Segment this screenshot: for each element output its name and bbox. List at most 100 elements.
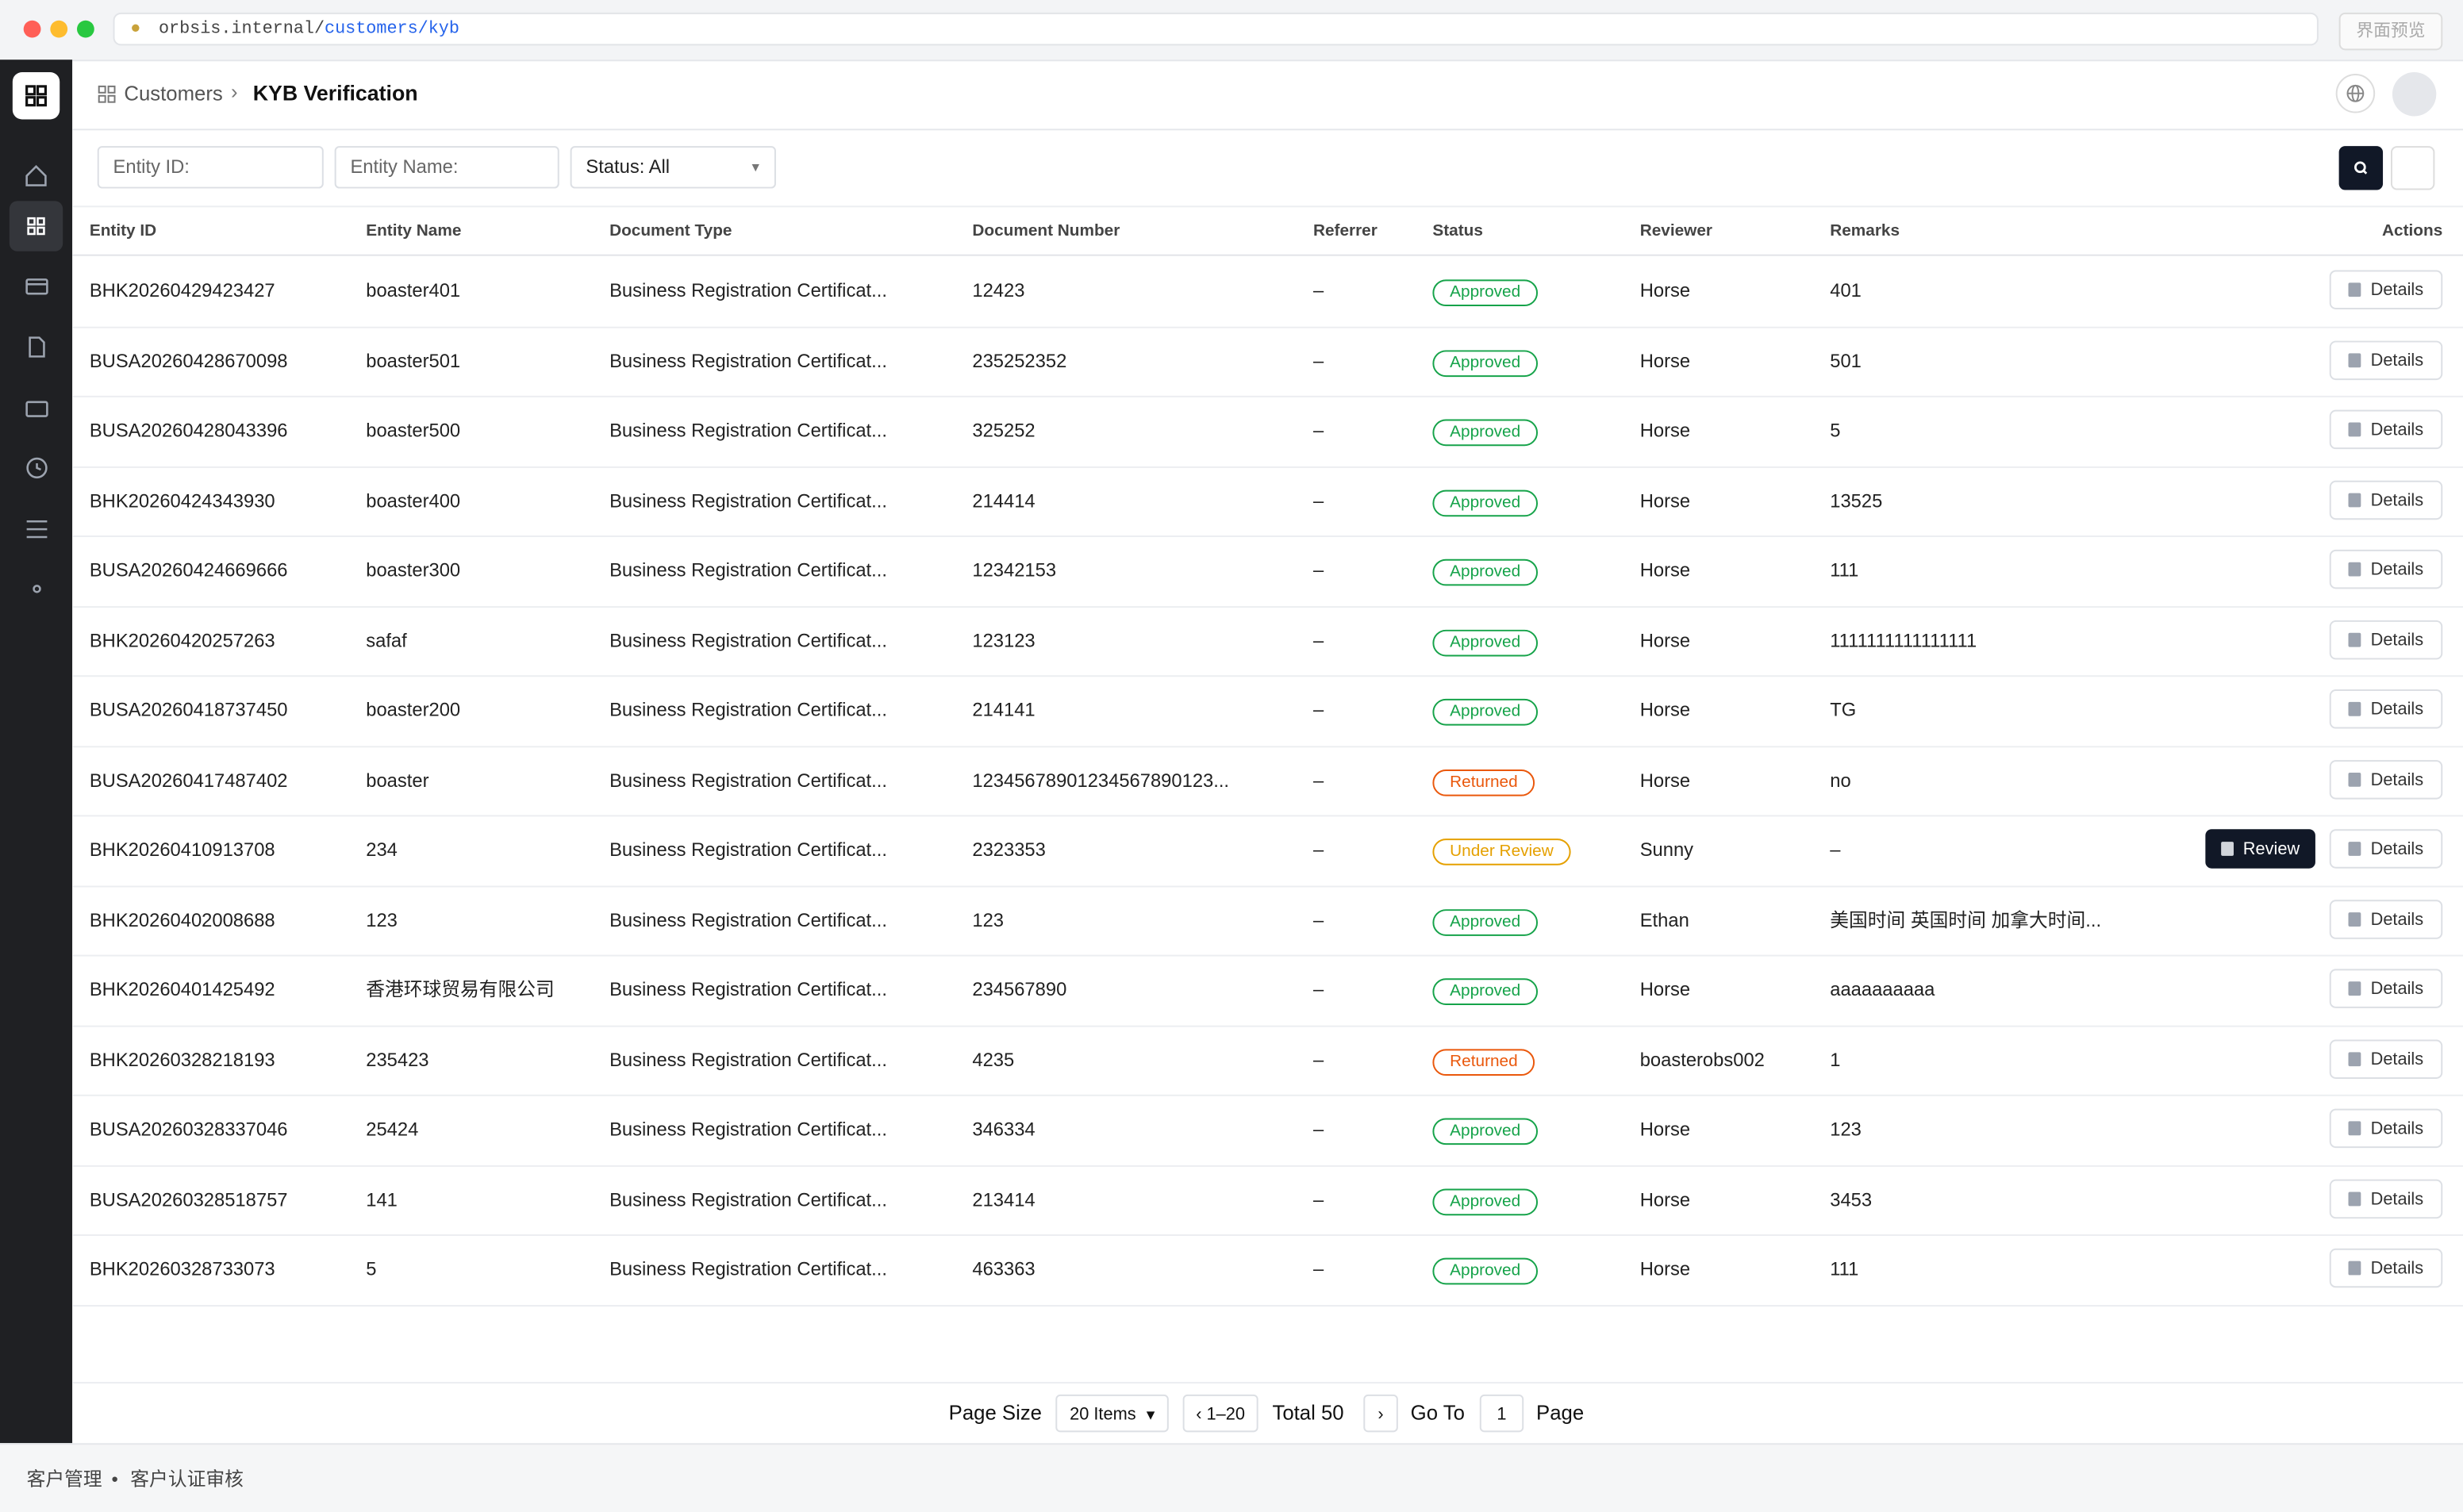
table-row: BUSA20260418737450 boaster200 Business Reg…	[72, 675, 2463, 747]
button-icon	[2348, 562, 2361, 577]
remarks-cell: aaaaaaaaaa	[1830, 978, 1935, 1001]
referrer-cell: –	[1312, 1257, 1324, 1280]
page-size-select[interactable]: 20 Items ▼	[1055, 1394, 1169, 1433]
referrer-cell: –	[1312, 908, 1324, 931]
button-icon	[2348, 282, 2361, 297]
status-badge: Approved	[1432, 558, 1538, 586]
table-row: BUSA20260328518757 141 Business Registrati…	[72, 1165, 2463, 1236]
document-number-cell: 12342153	[972, 558, 1057, 581]
document-number-cell: 123	[972, 908, 1005, 931]
status-cell: Approved	[1432, 675, 1538, 744]
reviewer-cell: Horse	[1639, 349, 1691, 372]
button-label: Details	[2370, 700, 2424, 720]
details-button[interactable]: Details	[2329, 270, 2443, 309]
details-button[interactable]: Details	[2329, 549, 2443, 589]
remarks-cell: –	[1830, 839, 1841, 861]
button-icon	[2348, 352, 2361, 367]
status-select[interactable]: Status: All ▼	[570, 146, 776, 189]
sidebar	[0, 59, 73, 1444]
status-cell: Approved	[1432, 1095, 1538, 1164]
column-header: Referrer	[1312, 221, 1378, 240]
document-type-cell: Business Registration Certificat...	[609, 839, 887, 861]
status-badge: Returned	[1432, 769, 1535, 796]
language-button[interactable]	[2335, 74, 2376, 113]
reset-button[interactable]	[2390, 146, 2435, 190]
document-type-cell: Business Registration Certificat...	[609, 1048, 887, 1071]
details-button[interactable]: Details	[2329, 689, 2443, 729]
button-label: Details	[2370, 1119, 2424, 1139]
details-button[interactable]: Details	[2329, 1248, 2443, 1288]
entity-name-cell: boaster200	[366, 698, 461, 721]
entity-id-input[interactable]: Entity ID:	[97, 146, 324, 189]
total-count: Total 50	[1272, 1400, 1344, 1425]
remarks-cell: 美国时间 英国时间 加拿大时间...	[1830, 908, 2102, 931]
table-row: BUSA20260424669666 boaster300 Business Reg…	[72, 535, 2463, 608]
referrer-cell: –	[1312, 558, 1324, 581]
document-type-cell: Business Registration Certificat...	[609, 908, 887, 931]
preview-button[interactable]: 界面预览	[2338, 12, 2443, 51]
table-row: BHK20260402008688 123 Business Registratio…	[72, 885, 2463, 957]
document-number-cell: 123123	[972, 628, 1036, 651]
breadcrumb-parent[interactable]: Customers	[124, 81, 223, 106]
avatar[interactable]	[2392, 72, 2437, 117]
zoom-dot	[77, 20, 94, 38]
details-button[interactable]: Details	[2329, 969, 2443, 1008]
button-icon	[2221, 842, 2234, 856]
page-range[interactable]: ‹ 1–20	[1182, 1394, 1258, 1433]
next-page[interactable]: ›	[1363, 1394, 1398, 1433]
search-button[interactable]	[2338, 146, 2384, 190]
column-header: Entity ID	[89, 221, 157, 240]
entity-name-cell: boaster500	[366, 419, 461, 442]
entity-name-cell: boaster401	[366, 279, 461, 302]
reviewer-cell: Horse	[1639, 698, 1691, 721]
details-button[interactable]: Details	[2329, 340, 2443, 380]
button-icon	[2348, 1051, 2361, 1066]
button-label: Details	[2370, 490, 2424, 510]
remarks-cell: 1	[1830, 1048, 1841, 1071]
status-cell: Approved	[1432, 605, 1538, 674]
reviewer-cell: Horse	[1639, 628, 1691, 651]
details-button[interactable]: Details	[2329, 479, 2443, 520]
button-label: Details	[2370, 840, 2424, 859]
details-button[interactable]: Details	[2329, 759, 2443, 799]
address-bar[interactable]: ● orbsis.internal/customers/kyb	[113, 12, 2319, 46]
footer-current: 客户认证审核	[130, 1468, 244, 1491]
footer-separator: •	[111, 1468, 118, 1491]
button-label: Details	[2370, 910, 2424, 929]
document-number-cell: 463363	[972, 1257, 1036, 1280]
reviewer-cell: Horse	[1639, 978, 1691, 1001]
entity-name-cell: boaster501	[366, 349, 461, 372]
entity-name-cell: 25424	[366, 1118, 419, 1141]
details-button[interactable]: Details	[2329, 1178, 2443, 1218]
status-cell: Approved	[1432, 955, 1538, 1024]
reviewer-cell: Horse	[1639, 419, 1691, 442]
nav-active[interactable]	[9, 201, 63, 251]
details-button[interactable]: Details	[2329, 1038, 2443, 1078]
reviewer-cell: Horse	[1639, 1188, 1691, 1211]
entity-id-cell: BHK20260401425492	[89, 978, 275, 1001]
page-label: Page	[1536, 1400, 1585, 1425]
button-icon	[2348, 771, 2361, 786]
details-button[interactable]: Details	[2329, 829, 2443, 869]
button-label: Details	[2370, 420, 2424, 440]
close-dot	[23, 20, 41, 38]
referrer-cell: –	[1312, 1188, 1324, 1211]
reviewer-cell: Sunny	[1639, 839, 1694, 861]
page-input[interactable]: 1	[1479, 1394, 1524, 1433]
status-badge: Approved	[1432, 628, 1538, 656]
details-button[interactable]: Details	[2329, 899, 2443, 938]
document-number-cell: 213414	[972, 1188, 1036, 1211]
entity-name-cell: boaster400	[366, 489, 461, 512]
review-button[interactable]: Review	[2205, 829, 2315, 869]
status-badge: Under Review	[1432, 839, 1571, 865]
button-label: Review	[2242, 840, 2300, 859]
entity-name-input[interactable]: Entity Name:	[334, 146, 559, 189]
logo[interactable]	[12, 72, 60, 120]
details-button[interactable]: Details	[2329, 619, 2443, 659]
status-badge: Approved	[1432, 1257, 1538, 1285]
details-button[interactable]: Details	[2329, 1108, 2443, 1149]
details-button[interactable]: Details	[2329, 409, 2443, 450]
entity-id-cell: BHK20260429423427	[89, 279, 275, 302]
table-row: BHK20260328218193 235423 Business Registra…	[72, 1025, 2463, 1096]
